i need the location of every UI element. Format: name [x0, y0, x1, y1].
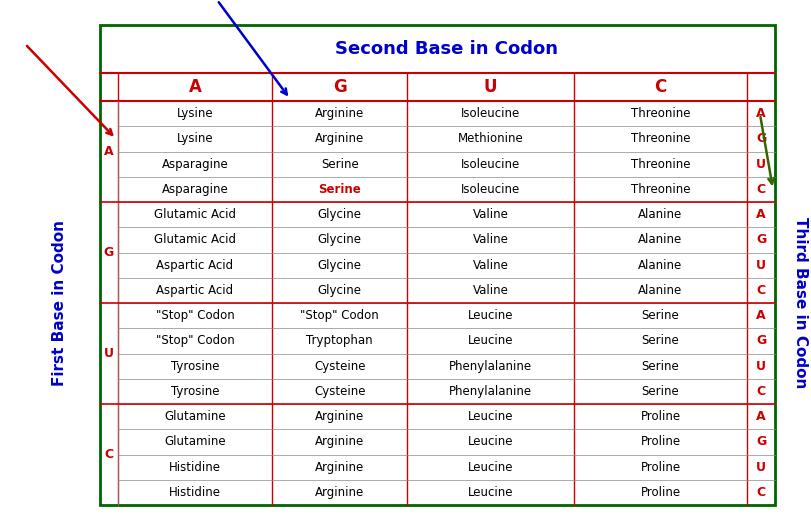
- Text: Tyrosine: Tyrosine: [171, 359, 219, 373]
- Text: Leucine: Leucine: [468, 334, 513, 348]
- Text: U: U: [104, 347, 114, 360]
- Text: C: C: [105, 448, 114, 461]
- Text: Serine: Serine: [642, 334, 680, 348]
- Text: G: G: [756, 435, 766, 449]
- Text: Leucine: Leucine: [468, 435, 513, 449]
- Text: A: A: [756, 107, 766, 120]
- Text: Glutamine: Glutamine: [165, 435, 226, 449]
- Text: Glutamine: Glutamine: [165, 410, 226, 423]
- Text: C: C: [654, 78, 667, 96]
- Text: Valine: Valine: [473, 259, 508, 271]
- Text: Valine: Valine: [473, 208, 508, 221]
- Text: Leucine: Leucine: [468, 309, 513, 322]
- Text: Threonine: Threonine: [631, 183, 690, 196]
- Text: U: U: [484, 78, 497, 96]
- Text: Valine: Valine: [473, 284, 508, 297]
- Text: Lysine: Lysine: [177, 132, 213, 145]
- Text: Threonine: Threonine: [631, 158, 690, 170]
- Text: Asparagine: Asparagine: [161, 158, 229, 170]
- Text: Arginine: Arginine: [315, 132, 364, 145]
- Text: Arginine: Arginine: [315, 107, 364, 120]
- Text: Glycine: Glycine: [318, 259, 362, 271]
- Text: Glycine: Glycine: [318, 233, 362, 246]
- Text: G: G: [756, 334, 766, 348]
- Text: Glycine: Glycine: [318, 208, 362, 221]
- Bar: [100, 25, 775, 505]
- Text: Aspartic Acid: Aspartic Acid: [157, 259, 234, 271]
- Text: Alanine: Alanine: [638, 208, 683, 221]
- Text: Valine: Valine: [473, 233, 508, 246]
- Text: Arginine: Arginine: [315, 410, 364, 423]
- Text: Phenylalanine: Phenylalanine: [449, 385, 532, 398]
- Text: Leucine: Leucine: [468, 460, 513, 474]
- Text: Histidine: Histidine: [169, 460, 221, 474]
- Text: G: G: [333, 78, 346, 96]
- Text: Phenylalanine: Phenylalanine: [449, 359, 532, 373]
- Text: Histidine: Histidine: [169, 486, 221, 499]
- Text: Serine: Serine: [642, 385, 680, 398]
- Text: A: A: [189, 78, 201, 96]
- Text: Proline: Proline: [641, 435, 680, 449]
- Text: "Stop" Codon: "Stop" Codon: [156, 334, 234, 348]
- Text: Threonine: Threonine: [631, 107, 690, 120]
- Text: Arginine: Arginine: [315, 435, 364, 449]
- Text: Arginine: Arginine: [315, 460, 364, 474]
- Text: Threonine: Threonine: [631, 132, 690, 145]
- Text: U: U: [756, 460, 766, 474]
- Text: U: U: [756, 259, 766, 271]
- Text: Glutamic Acid: Glutamic Acid: [154, 208, 236, 221]
- Text: G: G: [104, 246, 114, 259]
- Text: Isoleucine: Isoleucine: [461, 107, 521, 120]
- Text: Proline: Proline: [641, 460, 680, 474]
- Text: Aspartic Acid: Aspartic Acid: [157, 284, 234, 297]
- Text: Leucine: Leucine: [468, 410, 513, 423]
- Text: G: G: [756, 132, 766, 145]
- Text: A: A: [756, 309, 766, 322]
- Text: C: C: [757, 385, 766, 398]
- Text: A: A: [104, 145, 114, 158]
- Text: Cysteine: Cysteine: [314, 359, 366, 373]
- Text: Tryptophan: Tryptophan: [307, 334, 373, 348]
- Text: Serine: Serine: [319, 183, 361, 196]
- Text: Arginine: Arginine: [315, 486, 364, 499]
- Text: Leucine: Leucine: [468, 486, 513, 499]
- Text: C: C: [757, 486, 766, 499]
- Text: Third Base in Codon: Third Base in Codon: [792, 217, 808, 389]
- Text: Glutamic Acid: Glutamic Acid: [154, 233, 236, 246]
- Text: Proline: Proline: [641, 410, 680, 423]
- Text: U: U: [756, 359, 766, 373]
- Text: A: A: [756, 410, 766, 423]
- Text: G: G: [756, 233, 766, 246]
- Text: Tyrosine: Tyrosine: [171, 385, 219, 398]
- Text: Serine: Serine: [321, 158, 358, 170]
- Text: C: C: [757, 284, 766, 297]
- Text: Alanine: Alanine: [638, 284, 683, 297]
- Text: Isoleucine: Isoleucine: [461, 183, 521, 196]
- Text: Proline: Proline: [641, 486, 680, 499]
- Text: Cysteine: Cysteine: [314, 385, 366, 398]
- Text: First Base in Codon: First Base in Codon: [53, 220, 67, 386]
- Text: "Stop" Codon: "Stop" Codon: [156, 309, 234, 322]
- Text: Second Base in Codon: Second Base in Codon: [335, 40, 558, 58]
- Text: "Stop" Codon: "Stop" Codon: [300, 309, 379, 322]
- Text: Lysine: Lysine: [177, 107, 213, 120]
- Text: Isoleucine: Isoleucine: [461, 158, 521, 170]
- Text: Glycine: Glycine: [318, 284, 362, 297]
- Text: Methionine: Methionine: [457, 132, 524, 145]
- Text: A: A: [756, 208, 766, 221]
- Text: Alanine: Alanine: [638, 233, 683, 246]
- Text: U: U: [756, 158, 766, 170]
- Text: C: C: [757, 183, 766, 196]
- Text: Alanine: Alanine: [638, 259, 683, 271]
- Text: Serine: Serine: [642, 359, 680, 373]
- Text: Serine: Serine: [642, 309, 680, 322]
- Text: Asparagine: Asparagine: [161, 183, 229, 196]
